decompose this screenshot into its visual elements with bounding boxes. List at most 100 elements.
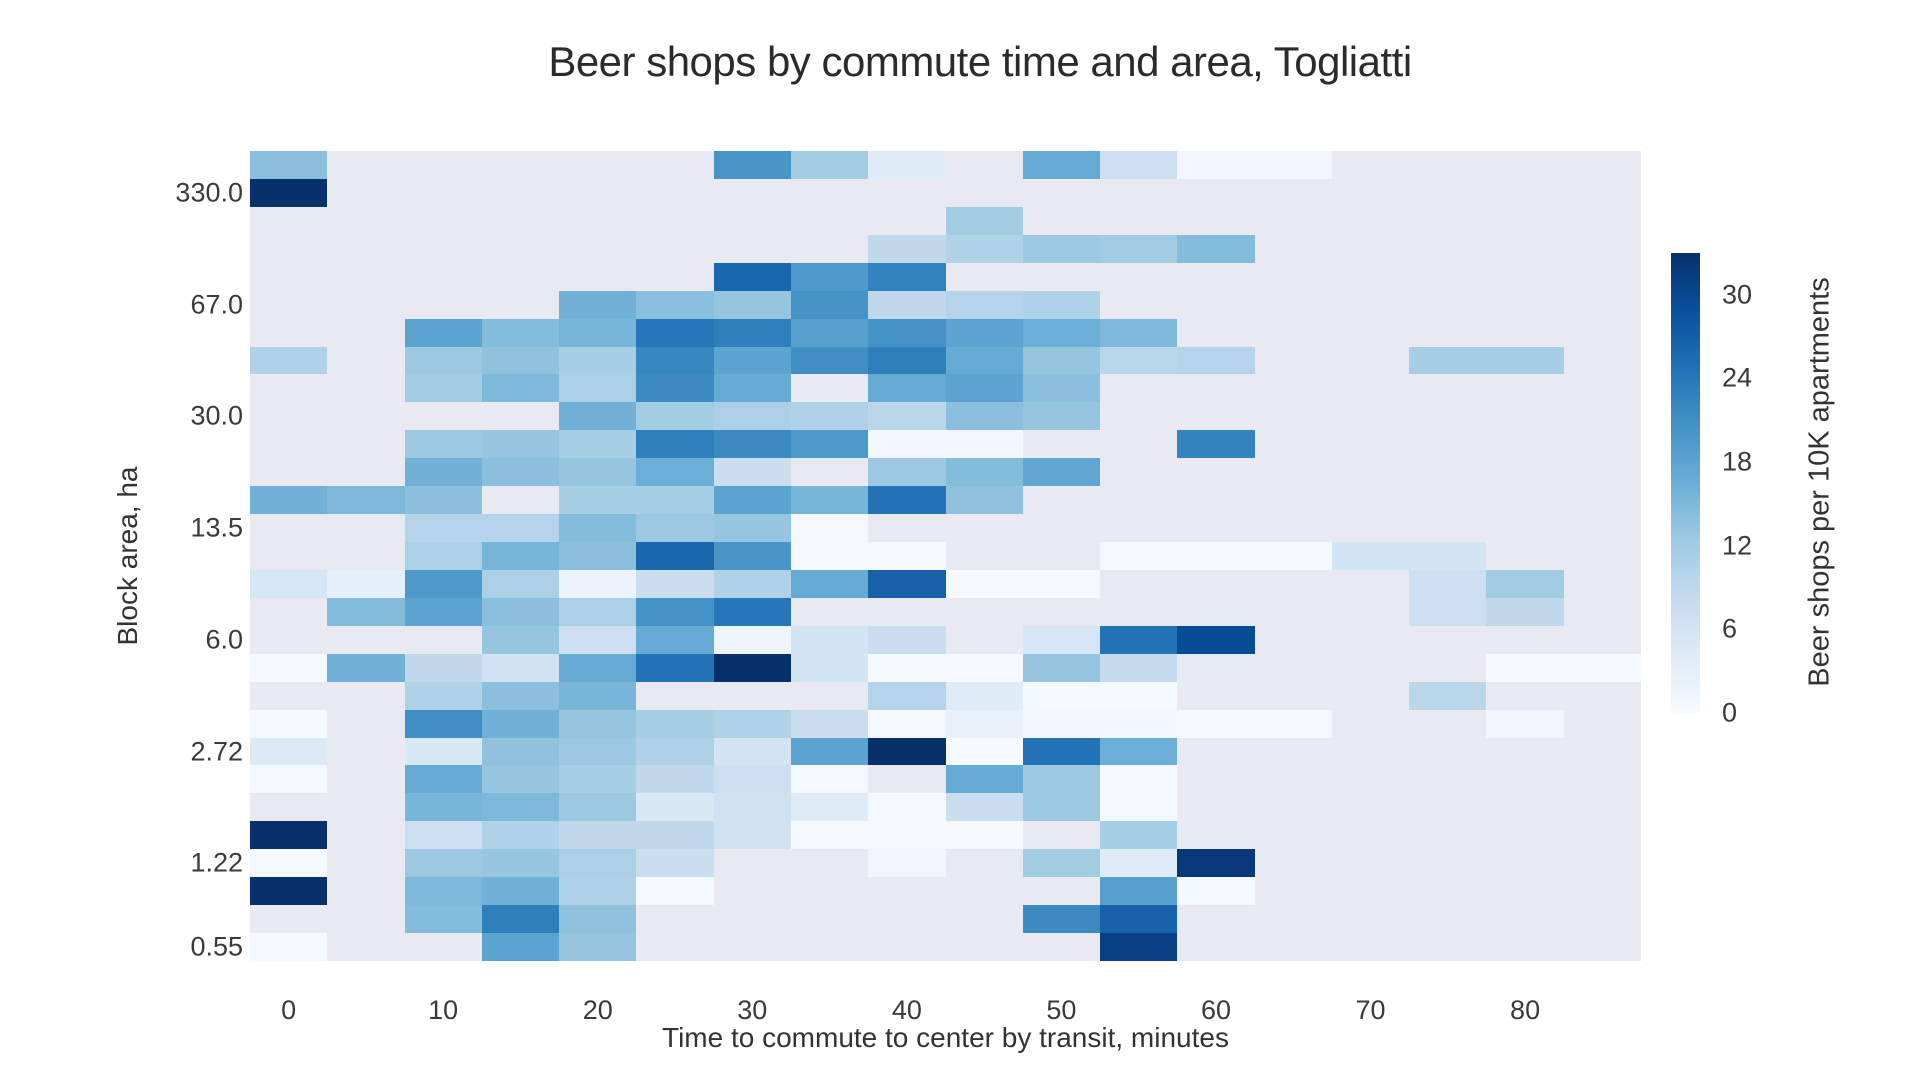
heatmap-cell xyxy=(636,290,714,319)
heatmap-cell xyxy=(250,151,328,179)
heatmap-cell xyxy=(250,793,327,821)
heatmap-cell xyxy=(250,849,328,878)
heatmap-cell xyxy=(868,849,946,878)
heatmap-cell xyxy=(481,793,560,822)
heatmap-cell xyxy=(636,374,714,403)
heatmap-cell xyxy=(1023,598,1100,626)
heatmap-cell xyxy=(1332,626,1409,654)
heatmap-cell xyxy=(1177,402,1254,430)
heatmap-cell xyxy=(713,458,791,487)
heatmap-cell xyxy=(945,709,1023,738)
heatmap-cell xyxy=(404,905,482,934)
heatmap-cell xyxy=(559,151,636,179)
heatmap-cell xyxy=(713,318,791,347)
heatmap-cell xyxy=(945,765,1023,794)
heatmap-cell xyxy=(250,291,327,319)
heatmap-cell xyxy=(1100,179,1177,207)
heatmap-cell xyxy=(790,290,869,319)
heatmap-cell xyxy=(868,598,945,626)
heatmap-cell xyxy=(790,709,869,738)
heatmap-cell xyxy=(404,430,482,459)
heatmap-cell xyxy=(1255,402,1332,430)
heatmap-cell xyxy=(868,234,946,263)
heatmap-cell xyxy=(713,625,791,654)
heatmap-cell xyxy=(559,569,637,598)
heatmap-cell xyxy=(1255,291,1332,319)
heatmap-cell xyxy=(1023,486,1100,514)
heatmap-cell xyxy=(1177,346,1255,375)
heatmap-cell xyxy=(1255,235,1332,263)
heatmap-cell xyxy=(1409,710,1486,738)
heatmap-cell xyxy=(945,430,1023,459)
heatmap-cell xyxy=(945,458,1023,487)
heatmap-cell xyxy=(1023,877,1100,905)
heatmap-cell xyxy=(327,458,404,486)
heatmap-cell xyxy=(946,151,1023,179)
heatmap-cell xyxy=(1486,821,1563,849)
heatmap-cell xyxy=(1563,653,1641,682)
heatmap-cell xyxy=(1177,291,1254,319)
heatmap-cell xyxy=(327,710,404,738)
heatmap-cell xyxy=(1022,458,1101,487)
heatmap-cell xyxy=(791,179,868,207)
heatmap-cell xyxy=(481,458,560,487)
heatmap-cell xyxy=(1255,877,1332,905)
heatmap-cell xyxy=(327,179,404,207)
heatmap-cell xyxy=(481,737,560,766)
heatmap-cell xyxy=(327,542,404,570)
heatmap-cell xyxy=(713,597,791,626)
heatmap-cell xyxy=(1332,598,1409,626)
heatmap-cell xyxy=(1564,430,1641,458)
heatmap-cell xyxy=(559,290,637,319)
heatmap-cell xyxy=(1100,402,1177,430)
heatmap-cell xyxy=(404,877,482,906)
heatmap-cell xyxy=(404,374,482,403)
heatmap-cell xyxy=(404,653,482,682)
heatmap-cell xyxy=(405,933,482,961)
colorbar-tick-label: 12 xyxy=(1722,530,1753,561)
colorbar-tick-label: 30 xyxy=(1722,279,1753,310)
heatmap-cell xyxy=(1100,737,1178,766)
heatmap-cell xyxy=(1100,234,1178,263)
heatmap-cell xyxy=(636,821,714,850)
heatmap-cell xyxy=(1177,430,1255,459)
heatmap-cell xyxy=(1022,737,1101,766)
heatmap-cell xyxy=(250,542,327,570)
heatmap-cell xyxy=(1177,234,1255,263)
heatmap-cell xyxy=(250,877,328,906)
heatmap-cell xyxy=(250,626,327,654)
heatmap-cell xyxy=(714,933,791,961)
heatmap-cell xyxy=(1177,207,1254,235)
heatmap-cell xyxy=(1486,933,1563,961)
heatmap-cell xyxy=(868,653,946,682)
heatmap-cell xyxy=(481,542,560,570)
heatmap-cell xyxy=(1486,346,1564,375)
y-tick-label: 330.0 xyxy=(175,177,243,208)
heatmap-cell xyxy=(559,933,637,961)
heatmap-cell xyxy=(1177,570,1254,598)
heatmap-cell xyxy=(1486,542,1563,570)
heatmap-cell xyxy=(791,598,868,626)
heatmap-cell xyxy=(1022,374,1101,403)
heatmap-cell xyxy=(1023,179,1100,207)
heatmap-cell xyxy=(405,235,482,263)
heatmap-cell xyxy=(1177,625,1255,654)
heatmap-cell xyxy=(1255,374,1332,402)
heatmap-plot-area[interactable] xyxy=(250,151,1641,961)
heatmap-cell xyxy=(1564,877,1641,905)
heatmap-cell xyxy=(327,347,404,375)
heatmap-cell xyxy=(1177,793,1254,821)
heatmap-cell xyxy=(559,793,637,822)
heatmap-cell xyxy=(481,346,560,375)
heatmap-cell xyxy=(1486,179,1563,207)
heatmap-cell xyxy=(405,207,482,235)
heatmap-cell xyxy=(1255,514,1332,542)
heatmap-cell xyxy=(1255,319,1332,347)
y-tick-label: 67.0 xyxy=(190,289,243,320)
heatmap-cell xyxy=(946,514,1023,542)
heatmap-cell xyxy=(1177,151,1255,179)
heatmap-cell xyxy=(1023,933,1100,961)
heatmap-cell xyxy=(327,430,404,458)
heatmap-cell xyxy=(404,458,482,487)
heatmap-cell xyxy=(636,849,714,878)
